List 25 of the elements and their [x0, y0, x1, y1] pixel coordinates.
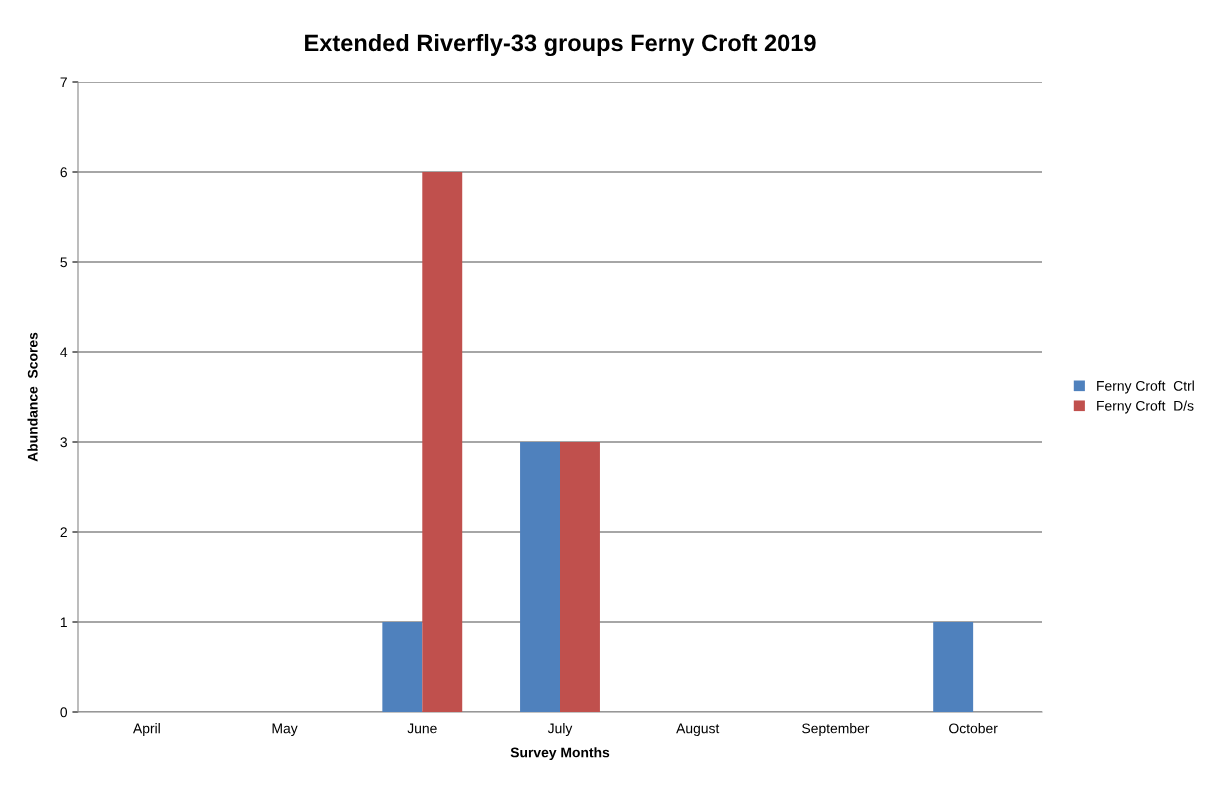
x-tick-label: April: [132, 723, 160, 737]
x-axis-title: Survey Months: [510, 747, 610, 761]
y-tick-label: 4: [60, 347, 68, 358]
chart-title: Extended Riverfly-33 groups Ferny Croft 2019: [305, 33, 816, 57]
y-tick-label: 1: [60, 617, 67, 628]
y-tick-label: 2: [60, 527, 67, 538]
bar: [422, 172, 463, 712]
y-tick-label: 0: [60, 707, 68, 718]
x-tick-label: May: [272, 723, 298, 737]
y-axis-title: Abundance Scores: [27, 332, 38, 462]
y-tick-label: 5: [60, 257, 67, 268]
x-tick-label: October: [949, 723, 998, 734]
legend-label: Ferny Croft D/s: [1097, 400, 1194, 414]
x-tick-label: June: [407, 723, 437, 734]
x-tick-label: July: [547, 723, 573, 737]
bar: [520, 442, 560, 712]
y-tick-label: 3: [60, 437, 67, 448]
bar: [382, 622, 423, 712]
x-tick-label: September: [802, 723, 870, 737]
y-tick-label: 6: [60, 167, 67, 178]
legend-label: Ferny Croft Ctrl: [1097, 380, 1194, 394]
bar: [560, 442, 600, 712]
x-tick-label: August: [676, 723, 720, 737]
y-tick-label: 7: [60, 77, 67, 88]
bar: [933, 622, 974, 712]
